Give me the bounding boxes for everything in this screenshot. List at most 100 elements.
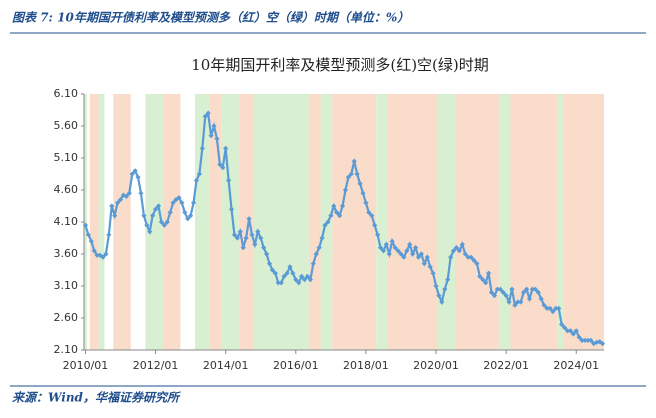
marker bbox=[506, 299, 512, 305]
marker bbox=[582, 337, 588, 343]
marker bbox=[526, 296, 533, 302]
marker bbox=[202, 113, 208, 119]
period bbox=[455, 94, 499, 350]
marker bbox=[360, 190, 366, 196]
marker bbox=[342, 187, 349, 193]
marker bbox=[515, 299, 521, 305]
marker bbox=[296, 280, 302, 286]
marker bbox=[190, 200, 197, 206]
marker bbox=[88, 238, 94, 244]
marker bbox=[561, 325, 568, 331]
marker bbox=[126, 190, 132, 196]
marker bbox=[599, 341, 606, 347]
marker bbox=[231, 232, 238, 238]
marker bbox=[366, 209, 372, 215]
period bbox=[376, 94, 388, 350]
marker bbox=[357, 181, 363, 187]
period bbox=[498, 94, 511, 350]
marker bbox=[491, 293, 498, 299]
period bbox=[387, 94, 438, 350]
marker bbox=[588, 337, 594, 343]
marker bbox=[486, 270, 492, 276]
marker bbox=[304, 273, 311, 279]
marker bbox=[483, 280, 489, 286]
marker bbox=[386, 251, 392, 257]
marker bbox=[196, 171, 202, 177]
marker bbox=[211, 123, 217, 129]
y-tick-label: 4.10 bbox=[54, 215, 79, 228]
marker bbox=[138, 190, 144, 196]
marker bbox=[269, 267, 276, 273]
marker bbox=[319, 235, 325, 241]
marker bbox=[152, 206, 159, 212]
marker bbox=[372, 222, 378, 228]
marker bbox=[547, 305, 553, 311]
marker bbox=[176, 195, 182, 201]
x-tick-label: 2014/01 bbox=[203, 359, 249, 372]
x-tick-label: 2024/01 bbox=[553, 359, 599, 372]
marker bbox=[465, 254, 471, 260]
marker bbox=[188, 213, 194, 219]
marker bbox=[433, 283, 439, 289]
marker bbox=[538, 296, 544, 302]
marker bbox=[503, 293, 509, 299]
marker bbox=[334, 209, 340, 215]
marker bbox=[541, 302, 547, 308]
marker bbox=[442, 286, 448, 292]
period bbox=[308, 94, 321, 350]
marker bbox=[570, 331, 576, 337]
marker bbox=[100, 254, 106, 260]
period bbox=[89, 94, 99, 350]
marker bbox=[377, 245, 384, 251]
marker bbox=[109, 203, 115, 209]
marker bbox=[430, 270, 436, 276]
period bbox=[209, 94, 222, 350]
marker bbox=[369, 213, 375, 219]
marker bbox=[284, 270, 290, 276]
marker bbox=[468, 254, 474, 260]
marker bbox=[164, 219, 170, 225]
marker bbox=[199, 145, 205, 151]
y-tick-label: 2.10 bbox=[54, 343, 79, 356]
y-tick-label: 3.60 bbox=[54, 247, 79, 260]
marker bbox=[82, 222, 89, 228]
y-tick-label: 5.60 bbox=[54, 119, 79, 132]
marker bbox=[328, 213, 334, 219]
period bbox=[557, 94, 564, 350]
marker bbox=[488, 289, 495, 295]
marker bbox=[214, 136, 220, 142]
marker bbox=[293, 277, 299, 283]
marker bbox=[471, 257, 477, 263]
period bbox=[145, 94, 163, 350]
marker bbox=[155, 203, 162, 209]
marker bbox=[512, 302, 518, 308]
marker bbox=[205, 110, 211, 116]
period bbox=[113, 94, 131, 350]
chart-title: 10年期国开利率及模型预测多(红)空(绿)时期 bbox=[191, 56, 489, 74]
marker bbox=[193, 177, 200, 183]
period bbox=[510, 94, 558, 350]
marker bbox=[226, 177, 232, 183]
marker bbox=[158, 219, 165, 225]
marker bbox=[535, 289, 541, 295]
marker bbox=[418, 251, 425, 257]
marker bbox=[427, 264, 433, 270]
marker bbox=[167, 209, 173, 215]
marker bbox=[313, 251, 319, 257]
marker bbox=[445, 277, 451, 283]
marker bbox=[272, 270, 278, 276]
marker bbox=[234, 235, 240, 241]
marker bbox=[337, 213, 343, 219]
marker bbox=[112, 213, 118, 219]
marker bbox=[147, 229, 153, 235]
marker bbox=[456, 248, 462, 254]
marker bbox=[220, 165, 226, 171]
marker bbox=[544, 305, 550, 311]
marker bbox=[500, 289, 506, 295]
marker bbox=[436, 293, 442, 299]
marker bbox=[120, 192, 127, 198]
marker bbox=[363, 200, 369, 206]
marker bbox=[480, 277, 486, 283]
marker bbox=[331, 203, 337, 209]
